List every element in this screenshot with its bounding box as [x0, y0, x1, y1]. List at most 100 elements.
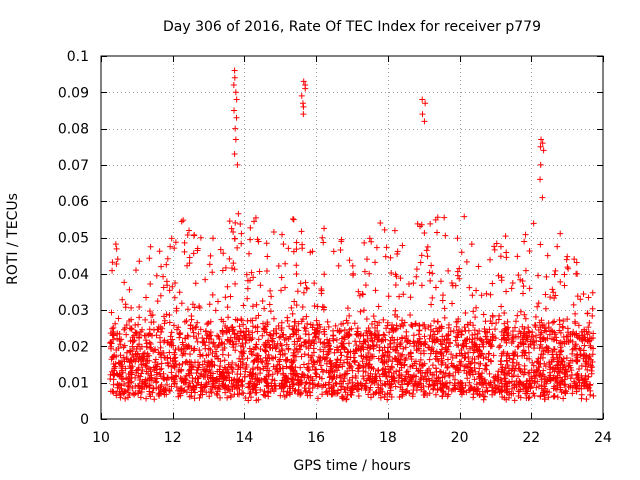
data-point — [509, 366, 516, 373]
data-point — [158, 360, 165, 367]
data-point — [269, 376, 276, 383]
data-point — [362, 362, 369, 369]
data-point — [417, 356, 424, 363]
data-point — [177, 385, 184, 392]
data-point — [511, 324, 518, 331]
data-point — [293, 345, 300, 352]
data-point — [216, 378, 223, 385]
data-point — [115, 315, 122, 322]
data-point — [405, 351, 412, 358]
data-point — [340, 359, 347, 366]
data-point — [427, 220, 434, 227]
data-point — [341, 336, 348, 343]
data-point — [503, 254, 510, 261]
data-point — [349, 367, 356, 374]
data-point — [377, 386, 384, 393]
data-point — [528, 367, 535, 374]
data-point — [249, 323, 256, 330]
data-point — [230, 229, 237, 236]
data-point — [291, 341, 298, 348]
data-point — [400, 345, 407, 352]
data-point — [127, 379, 134, 386]
data-point — [343, 317, 350, 324]
data-point — [392, 383, 399, 390]
data-point — [202, 342, 209, 349]
data-point — [498, 303, 505, 310]
data-point — [511, 397, 518, 404]
data-point — [439, 292, 446, 299]
data-point — [383, 325, 390, 332]
data-point — [458, 391, 465, 398]
data-point — [434, 318, 441, 325]
data-point — [205, 351, 212, 358]
data-point — [109, 259, 116, 266]
data-point — [173, 307, 180, 314]
data-point — [585, 360, 592, 367]
data-point — [203, 380, 210, 387]
data-point — [544, 335, 551, 342]
data-point — [147, 366, 154, 373]
data-point — [417, 259, 424, 266]
data-point — [428, 262, 435, 269]
data-point — [378, 338, 385, 345]
data-point — [186, 393, 193, 400]
data-point — [339, 395, 346, 402]
data-point — [227, 293, 234, 300]
data-point — [577, 296, 584, 303]
y-tick-label: 0 — [80, 412, 89, 428]
data-point — [583, 378, 590, 385]
data-point — [345, 380, 352, 387]
data-point — [452, 384, 459, 391]
data-point — [465, 349, 472, 356]
data-point — [581, 342, 588, 349]
data-point — [571, 256, 578, 263]
data-point — [224, 328, 231, 335]
data-point — [247, 236, 254, 243]
data-point — [541, 360, 548, 367]
data-point — [334, 344, 341, 351]
data-point — [173, 326, 180, 333]
data-point — [361, 239, 368, 246]
data-point — [556, 340, 563, 347]
data-point — [215, 333, 222, 340]
data-point — [295, 320, 302, 327]
data-point — [417, 223, 424, 230]
data-point — [589, 305, 596, 312]
data-point — [397, 275, 404, 282]
data-point — [298, 342, 305, 349]
data-point — [221, 345, 228, 352]
data-point — [259, 298, 266, 305]
data-point — [225, 384, 232, 391]
data-point — [339, 363, 346, 370]
data-point — [112, 360, 119, 367]
data-point — [231, 67, 238, 74]
data-point — [572, 310, 579, 317]
data-point — [564, 264, 571, 271]
data-point — [491, 246, 498, 253]
data-point — [330, 382, 337, 389]
data-point — [232, 361, 239, 368]
data-point — [244, 295, 251, 302]
data-point — [582, 375, 589, 382]
data-point — [426, 335, 433, 342]
data-point — [267, 287, 274, 294]
data-point — [139, 326, 146, 333]
data-point — [386, 329, 393, 336]
data-point — [124, 387, 131, 394]
data-point — [120, 354, 127, 361]
data-point — [438, 350, 445, 357]
data-point — [166, 287, 173, 294]
data-point — [264, 253, 271, 260]
data-point — [300, 289, 307, 296]
data-point — [232, 347, 239, 354]
data-point — [504, 332, 511, 339]
data-point — [482, 318, 489, 325]
data-point — [275, 322, 282, 329]
data-point — [539, 194, 546, 201]
data-point — [219, 351, 226, 358]
data-point — [543, 347, 550, 354]
data-point — [439, 297, 446, 304]
data-point — [556, 317, 563, 324]
data-point — [466, 387, 473, 394]
data-point — [586, 382, 593, 389]
